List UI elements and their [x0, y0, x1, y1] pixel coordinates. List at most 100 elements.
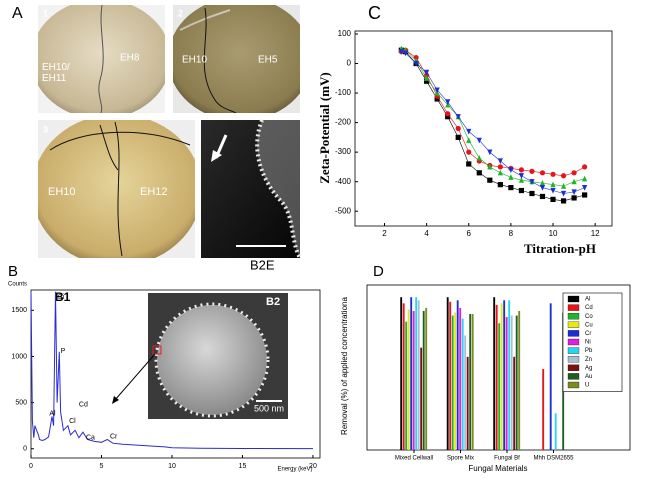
x-tick-label: 4	[424, 229, 429, 238]
y-tick-label: 500	[15, 399, 27, 406]
marker	[497, 158, 503, 165]
data-line	[401, 51, 585, 194]
sphere	[157, 305, 267, 415]
bar	[446, 297, 449, 450]
x-axis-label: Energy (keV)	[277, 467, 312, 473]
bar	[518, 310, 521, 450]
y-tick-label: -300	[335, 147, 352, 156]
marker	[518, 177, 525, 183]
marker	[497, 169, 503, 176]
bar	[554, 413, 557, 450]
marker	[571, 170, 577, 176]
panel-label: D	[373, 263, 384, 280]
dish-label: EH12	[140, 186, 168, 198]
x-tick-label: 5	[100, 463, 104, 470]
legend-swatch	[567, 373, 580, 380]
bar	[422, 310, 425, 450]
x-axis-label: Fungal Materials	[468, 464, 527, 473]
bar	[464, 335, 467, 450]
bar	[495, 304, 498, 450]
bar	[500, 303, 503, 450]
y-tick-label: 0	[23, 446, 27, 453]
legend-swatch	[567, 347, 580, 354]
marker	[539, 170, 546, 176]
marker	[539, 193, 546, 200]
marker	[529, 179, 535, 185]
legend-swatch	[567, 330, 580, 337]
legend-swatch	[567, 304, 580, 311]
legend-label: Ni	[585, 340, 591, 346]
y-tick-label: 1500	[11, 307, 27, 314]
marker	[487, 163, 493, 170]
marker	[518, 187, 525, 194]
x-tick-label: Mixed Cellwall	[395, 456, 433, 462]
dish-label-box: EH10/ EH11	[42, 62, 70, 84]
marker	[424, 69, 430, 76]
x-tick-label: Fungal Bf	[494, 456, 520, 462]
marker	[529, 190, 535, 197]
marker	[508, 174, 514, 180]
bar	[471, 314, 474, 450]
marker	[582, 164, 588, 170]
data-line	[401, 48, 585, 187]
scale-label: 500 nm	[254, 403, 284, 413]
bar	[415, 297, 418, 450]
peak-label: Al	[49, 411, 56, 418]
y-axis-label: Counts	[8, 282, 27, 288]
legend-label: Al	[585, 297, 590, 303]
y-tick-label: -200	[335, 118, 352, 127]
peak-label: Cr	[110, 434, 118, 441]
bar	[503, 300, 506, 450]
marker	[571, 195, 577, 201]
bar	[493, 297, 496, 450]
bar	[498, 323, 501, 450]
x-tick-label: Spore Mix	[447, 456, 474, 462]
marker	[571, 178, 577, 185]
bar	[549, 303, 552, 450]
bar	[508, 300, 511, 450]
inset-label: B2	[266, 296, 280, 308]
marker	[445, 99, 451, 106]
marker	[518, 167, 525, 173]
bar	[513, 356, 516, 450]
bar	[466, 356, 469, 450]
marker	[560, 173, 567, 179]
marker	[466, 149, 472, 155]
bar	[461, 318, 464, 450]
marker	[434, 96, 440, 102]
marker	[571, 189, 577, 196]
chart-label: B1	[55, 290, 71, 304]
panel-label: A	[12, 5, 23, 22]
dish-photo	[38, 5, 165, 113]
bar	[459, 307, 462, 450]
legend-label: Cr	[585, 331, 591, 337]
sphere-particles	[154, 302, 270, 418]
legend-swatch	[567, 321, 580, 328]
bar	[456, 300, 459, 450]
marker	[413, 60, 419, 67]
marker	[476, 137, 482, 144]
dish-photo	[173, 5, 300, 113]
dish-number: 3	[43, 124, 48, 134]
legend-label: Co	[585, 314, 593, 320]
marker	[539, 180, 546, 186]
peak-label: Si	[58, 294, 65, 301]
x-tick-label: 20	[309, 463, 317, 470]
y-tick-label: -500	[335, 206, 352, 215]
sem-surface	[257, 120, 300, 258]
x-axis-label: Titration-pH	[524, 241, 596, 256]
y-tick-label: 1000	[11, 353, 27, 360]
marker	[424, 78, 430, 84]
bar	[449, 301, 452, 450]
marker	[445, 114, 451, 120]
dish-label: EH10/ EH11	[42, 62, 70, 84]
bar	[451, 315, 454, 450]
marker	[550, 171, 556, 177]
panel-label: C	[368, 3, 381, 23]
bar	[407, 309, 410, 450]
legend-label: Ag	[585, 365, 592, 371]
bar	[420, 347, 423, 450]
dish-label: EH5	[258, 55, 278, 66]
legend-label: Cu	[585, 322, 593, 328]
